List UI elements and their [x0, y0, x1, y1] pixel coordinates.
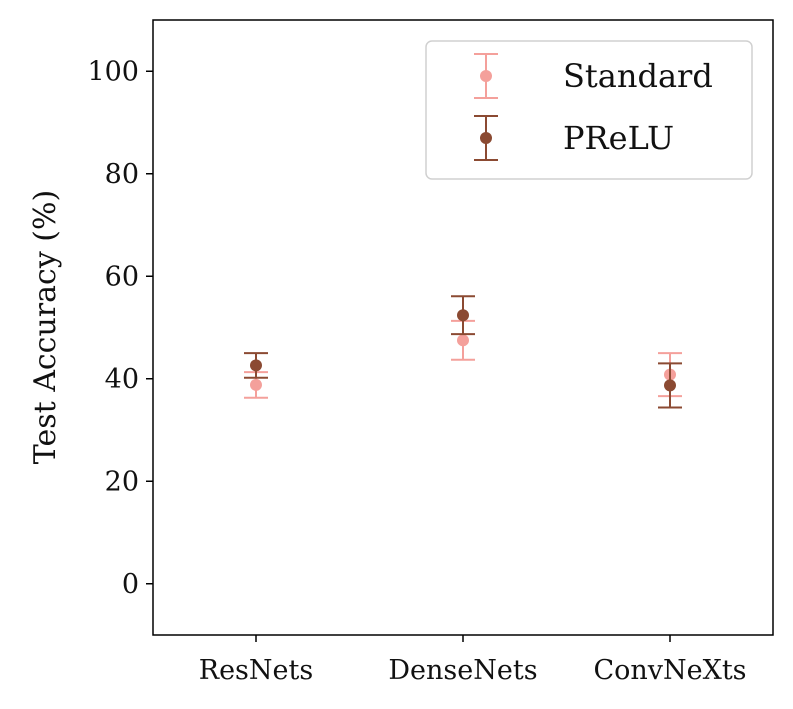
legend-label: PReLU	[563, 119, 674, 157]
series-prelu	[244, 295, 682, 409]
legend-entries: Standard PReLU	[474, 53, 713, 161]
y-tick-label: 60	[105, 261, 139, 292]
legend-box	[425, 40, 753, 180]
legend-marker	[480, 70, 492, 82]
legend-label: Standard	[563, 57, 713, 95]
data-point	[250, 378, 262, 391]
legend-entry-standard: Standard	[474, 53, 713, 99]
y-tick-label: 20	[105, 466, 139, 497]
y-tick-label: 80	[105, 159, 139, 190]
data-point	[457, 309, 469, 322]
legend-marker	[480, 132, 492, 144]
data-point	[250, 359, 262, 372]
x-axis: ResNets DenseNets ConvNeXts	[199, 635, 747, 686]
y-axis-title: Test Accuracy (%)	[28, 190, 63, 464]
x-tick-label: DenseNets	[388, 655, 537, 686]
y-tick-label: 40	[105, 364, 139, 395]
y-tick-label: 0	[122, 569, 139, 600]
y-axis: 0 20 40 60 80 100	[87, 56, 153, 600]
data-point	[457, 334, 469, 347]
data-marks	[244, 295, 682, 409]
x-tick-label: ConvNeXts	[593, 655, 746, 686]
y-tick-label: 100	[87, 56, 139, 87]
legend: Standard PReLU	[425, 40, 753, 180]
data-point	[664, 379, 676, 392]
x-tick-label: ResNets	[199, 655, 313, 686]
legend-entry-prelu: PReLU	[474, 115, 674, 161]
